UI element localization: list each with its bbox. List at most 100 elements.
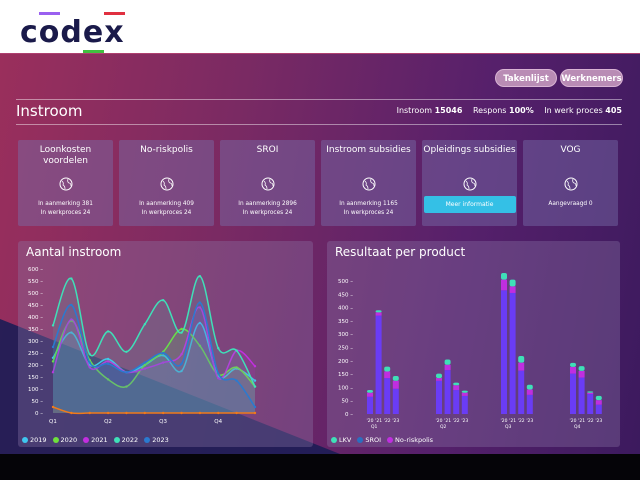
- data-point[interactable]: [180, 353, 183, 356]
- bar-segment-sroi[interactable]: [595, 404, 602, 414]
- bar-segment-sroi[interactable]: [518, 370, 525, 414]
- bar-segment-sroi[interactable]: [578, 377, 585, 414]
- data-point[interactable]: [125, 371, 128, 374]
- data-point[interactable]: [161, 299, 165, 302]
- card-opleidings-subsidies[interactable]: Opleidings subsidies Meer informatie: [422, 140, 517, 226]
- data-point[interactable]: [235, 379, 238, 382]
- legend-item-2019[interactable]: 2019: [22, 436, 47, 444]
- bar-segment-sroi[interactable]: [570, 373, 576, 414]
- data-point[interactable]: [198, 411, 202, 415]
- data-point[interactable]: [198, 306, 202, 309]
- data-point[interactable]: [106, 357, 110, 361]
- bar-segment-sroi[interactable]: [501, 290, 507, 414]
- bar-segment-lkv[interactable]: [436, 373, 442, 379]
- bar-segment-lkv[interactable]: [384, 366, 391, 372]
- bar-segment-sroi[interactable]: [367, 396, 373, 414]
- data-point[interactable]: [88, 353, 91, 356]
- card-sroi[interactable]: SROI In aanmerking 2896 In werkproces 24: [220, 140, 315, 226]
- bar-segment-sroi[interactable]: [453, 390, 460, 414]
- data-point[interactable]: [106, 362, 110, 365]
- data-point[interactable]: [143, 361, 147, 364]
- data-point[interactable]: [143, 367, 147, 370]
- legend-item-2021[interactable]: 2021: [83, 436, 108, 444]
- data-point[interactable]: [106, 360, 110, 363]
- meer-informatie-button[interactable]: Meer informatie: [423, 196, 516, 213]
- data-point[interactable]: [180, 411, 183, 415]
- series-line-2021[interactable]: [52, 306, 256, 380]
- bar-segment-no-riskpolis[interactable]: [518, 362, 525, 371]
- data-point[interactable]: [125, 385, 128, 388]
- data-point[interactable]: [217, 377, 220, 380]
- bar-segment-lkv[interactable]: [367, 390, 373, 393]
- data-point[interactable]: [70, 411, 73, 415]
- series-line-2023[interactable]: [52, 301, 256, 408]
- bar-segment-sroi[interactable]: [444, 370, 451, 414]
- bar-segment-sroi[interactable]: [375, 315, 382, 414]
- data-point[interactable]: [88, 411, 91, 415]
- data-point[interactable]: [70, 303, 73, 307]
- werknemers-button[interactable]: Werknemers: [560, 69, 623, 87]
- data-point[interactable]: [198, 275, 202, 278]
- data-point[interactable]: [180, 362, 183, 365]
- series-line-extra[interactable]: [52, 406, 255, 415]
- bar-segment-lkv[interactable]: [587, 391, 594, 393]
- bar-segment-no-riskpolis[interactable]: [501, 279, 507, 291]
- data-point[interactable]: [161, 411, 165, 415]
- bar-segment-lkv[interactable]: [509, 279, 516, 287]
- bar-segment-sroi[interactable]: [436, 380, 442, 414]
- bar-segment-no-riskpolis[interactable]: [436, 378, 442, 381]
- data-point[interactable]: [143, 323, 147, 326]
- data-point[interactable]: [125, 350, 128, 353]
- card-loonkosten-voordelen[interactable]: Loonkosten voordelen In aanmerking 381 In …: [18, 140, 113, 226]
- data-point[interactable]: [253, 385, 257, 388]
- legend-item-2022[interactable]: 2022: [113, 436, 138, 444]
- data-point[interactable]: [161, 351, 165, 355]
- bar-segment-no-riskpolis[interactable]: [509, 286, 516, 293]
- legend-item-sroi[interactable]: SROI: [357, 436, 381, 444]
- data-point[interactable]: [198, 344, 202, 347]
- bar-segment-no-riskpolis[interactable]: [453, 385, 460, 391]
- data-point[interactable]: [180, 369, 183, 373]
- bar-segment-no-riskpolis[interactable]: [570, 366, 576, 374]
- bar-segment-no-riskpolis[interactable]: [384, 371, 391, 379]
- bar-segment-no-riskpolis[interactable]: [526, 389, 533, 395]
- bar-segment-lkv[interactable]: [570, 362, 576, 367]
- data-point[interactable]: [88, 361, 91, 364]
- bar-segment-sroi[interactable]: [526, 394, 533, 414]
- legend-item-lkv[interactable]: LKV: [331, 436, 351, 444]
- data-point[interactable]: [180, 327, 183, 331]
- bar-segment-lkv[interactable]: [526, 384, 533, 390]
- data-point[interactable]: [70, 331, 73, 334]
- bar-segment-lkv[interactable]: [392, 375, 399, 381]
- bar-segment-sroi[interactable]: [461, 395, 468, 414]
- bar-segment-no-riskpolis[interactable]: [444, 364, 451, 371]
- codex-logo[interactable]: codex: [20, 12, 125, 53]
- bar-segment-lkv[interactable]: [501, 273, 507, 280]
- data-point[interactable]: [161, 361, 165, 364]
- data-point[interactable]: [217, 411, 220, 415]
- data-point[interactable]: [106, 378, 110, 381]
- bar-segment-no-riskpolis[interactable]: [587, 392, 594, 395]
- data-point[interactable]: [161, 354, 165, 357]
- bar-segment-no-riskpolis[interactable]: [461, 392, 468, 396]
- data-point[interactable]: [253, 365, 257, 368]
- bar-segment-lkv[interactable]: [453, 382, 460, 386]
- data-point[interactable]: [253, 379, 257, 382]
- takenlijst-button[interactable]: Takenlijst: [495, 69, 557, 87]
- data-point[interactable]: [198, 301, 202, 304]
- data-point[interactable]: [125, 411, 128, 415]
- card-vog[interactable]: VOG Aangevraagd 0: [523, 140, 618, 226]
- data-point[interactable]: [143, 411, 147, 415]
- data-point[interactable]: [235, 349, 238, 352]
- data-point[interactable]: [70, 318, 73, 321]
- card-no-riskpolis[interactable]: No-riskpolis In aanmerking 409 In werkproc…: [119, 140, 214, 226]
- bar-segment-lkv[interactable]: [518, 356, 525, 363]
- data-point[interactable]: [253, 411, 257, 415]
- bar-segment-sroi[interactable]: [392, 388, 399, 414]
- data-point[interactable]: [106, 330, 110, 333]
- bar-segment-no-riskpolis[interactable]: [578, 370, 585, 378]
- bar-segment-no-riskpolis[interactable]: [367, 392, 373, 397]
- data-point[interactable]: [180, 331, 183, 334]
- legend-item-2020[interactable]: 2020: [52, 436, 77, 444]
- data-point[interactable]: [106, 411, 110, 415]
